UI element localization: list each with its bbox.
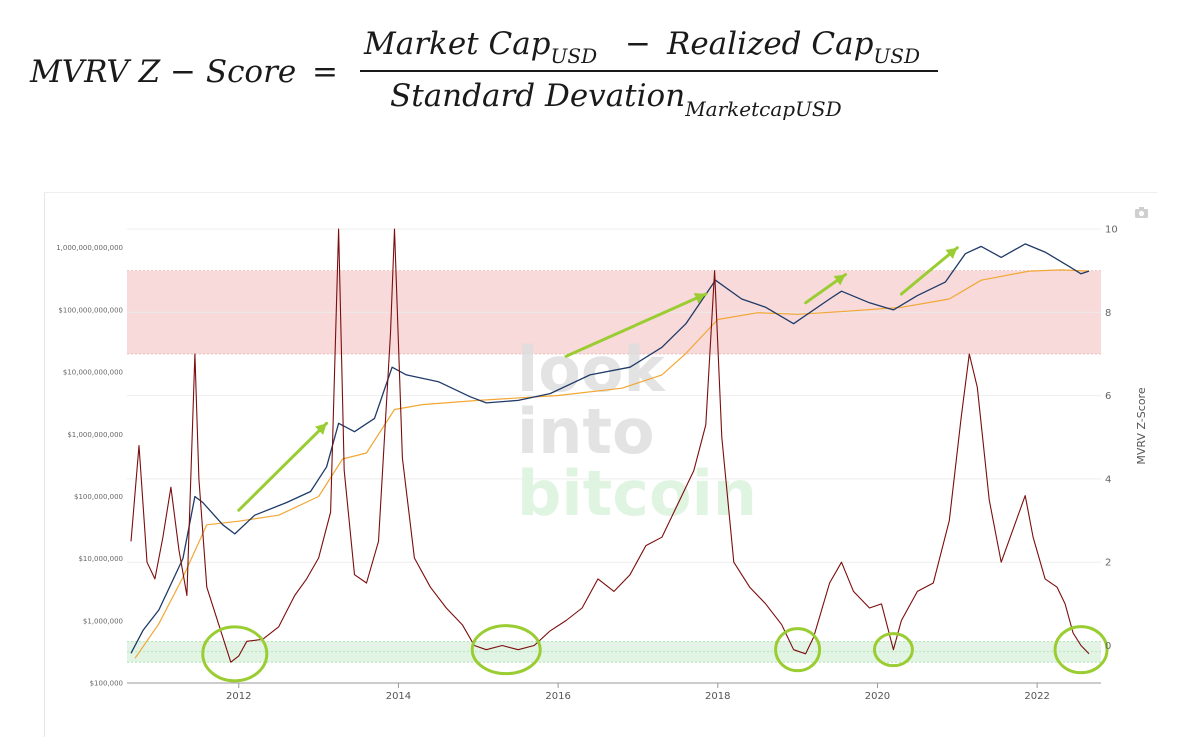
watermark-line: into <box>517 395 655 468</box>
x-tick-label: 2018 <box>705 691 730 702</box>
camera-icon[interactable] <box>1135 207 1148 218</box>
right-tick-label: 0 <box>1105 641 1111 652</box>
bottom-circle <box>470 624 542 676</box>
left-tick-label: $100,000,000,000 <box>58 306 123 314</box>
formula-equals: = <box>312 54 338 90</box>
trend-arrow <box>899 246 959 296</box>
series-z-score <box>130 228 1090 663</box>
formula-numerator-realized-cap: Realized CapUSD <box>666 26 920 68</box>
bottom-circle <box>774 627 822 673</box>
series-market-cap <box>130 243 1090 654</box>
bottom-circle <box>1053 625 1109 675</box>
x-tick-label: 2020 <box>865 691 890 702</box>
zone-green <box>127 641 1101 663</box>
trend-arrow-head <box>315 423 327 435</box>
left-tick-label: $100,000,000 <box>74 493 123 501</box>
formula-denominator: Standard DevationMarketcapUSD <box>390 78 842 121</box>
bottom-circle <box>872 632 914 668</box>
trend-arrow-head <box>833 274 846 286</box>
formula-lhs: MVRV Z − Score <box>29 54 296 90</box>
series-realized-cap <box>134 269 1090 659</box>
right-tick-label: 8 <box>1105 308 1111 319</box>
trend-arrow-head <box>945 247 958 259</box>
trend-arrow-head <box>693 293 706 304</box>
mvrv-formula: MVRV Z − Score = Market CapUSD − Realize… <box>29 26 938 121</box>
gridlines <box>127 228 1101 647</box>
formula-numerator-market-cap: Market CapUSD <box>363 26 597 68</box>
right-axis-title: MVRV Z-Score <box>1135 387 1148 464</box>
left-tick-label: $1,000,000,000 <box>67 431 123 439</box>
series-lines <box>130 228 1090 663</box>
watermark-line: bitcoin <box>517 457 757 530</box>
x-tick-label: 2014 <box>386 691 411 702</box>
left-tick-label: $100,000 <box>90 680 123 688</box>
left-tick-label: $1,000,000 <box>83 617 123 625</box>
formula-minus: − <box>625 26 651 62</box>
axes: 2012 2014 2016 2018 2020 2022 1,000,000,000,00… <box>56 225 1148 703</box>
x-tick-label: 2022 <box>1024 691 1049 702</box>
right-tick-label: 4 <box>1105 474 1111 485</box>
x-tick-label: 2016 <box>545 691 570 702</box>
chart-panel: look into bitcoin 2012 2014 2016 2018 2020 2022… <box>44 192 1157 737</box>
bottom-circle <box>201 625 269 683</box>
left-tick-label: 1,000,000,000,000 <box>56 244 123 252</box>
left-tick-label: $10,000,000 <box>78 555 123 563</box>
right-tick-label: 2 <box>1105 558 1111 569</box>
trend-arrow <box>237 421 329 512</box>
annotations <box>201 246 1109 683</box>
trend-arrow <box>564 292 708 358</box>
right-tick-label: 10 <box>1105 225 1118 236</box>
x-tick-label: 2012 <box>226 691 251 702</box>
left-tick-label: $10,000,000,000 <box>63 369 123 377</box>
right-tick-label: 6 <box>1105 391 1111 402</box>
